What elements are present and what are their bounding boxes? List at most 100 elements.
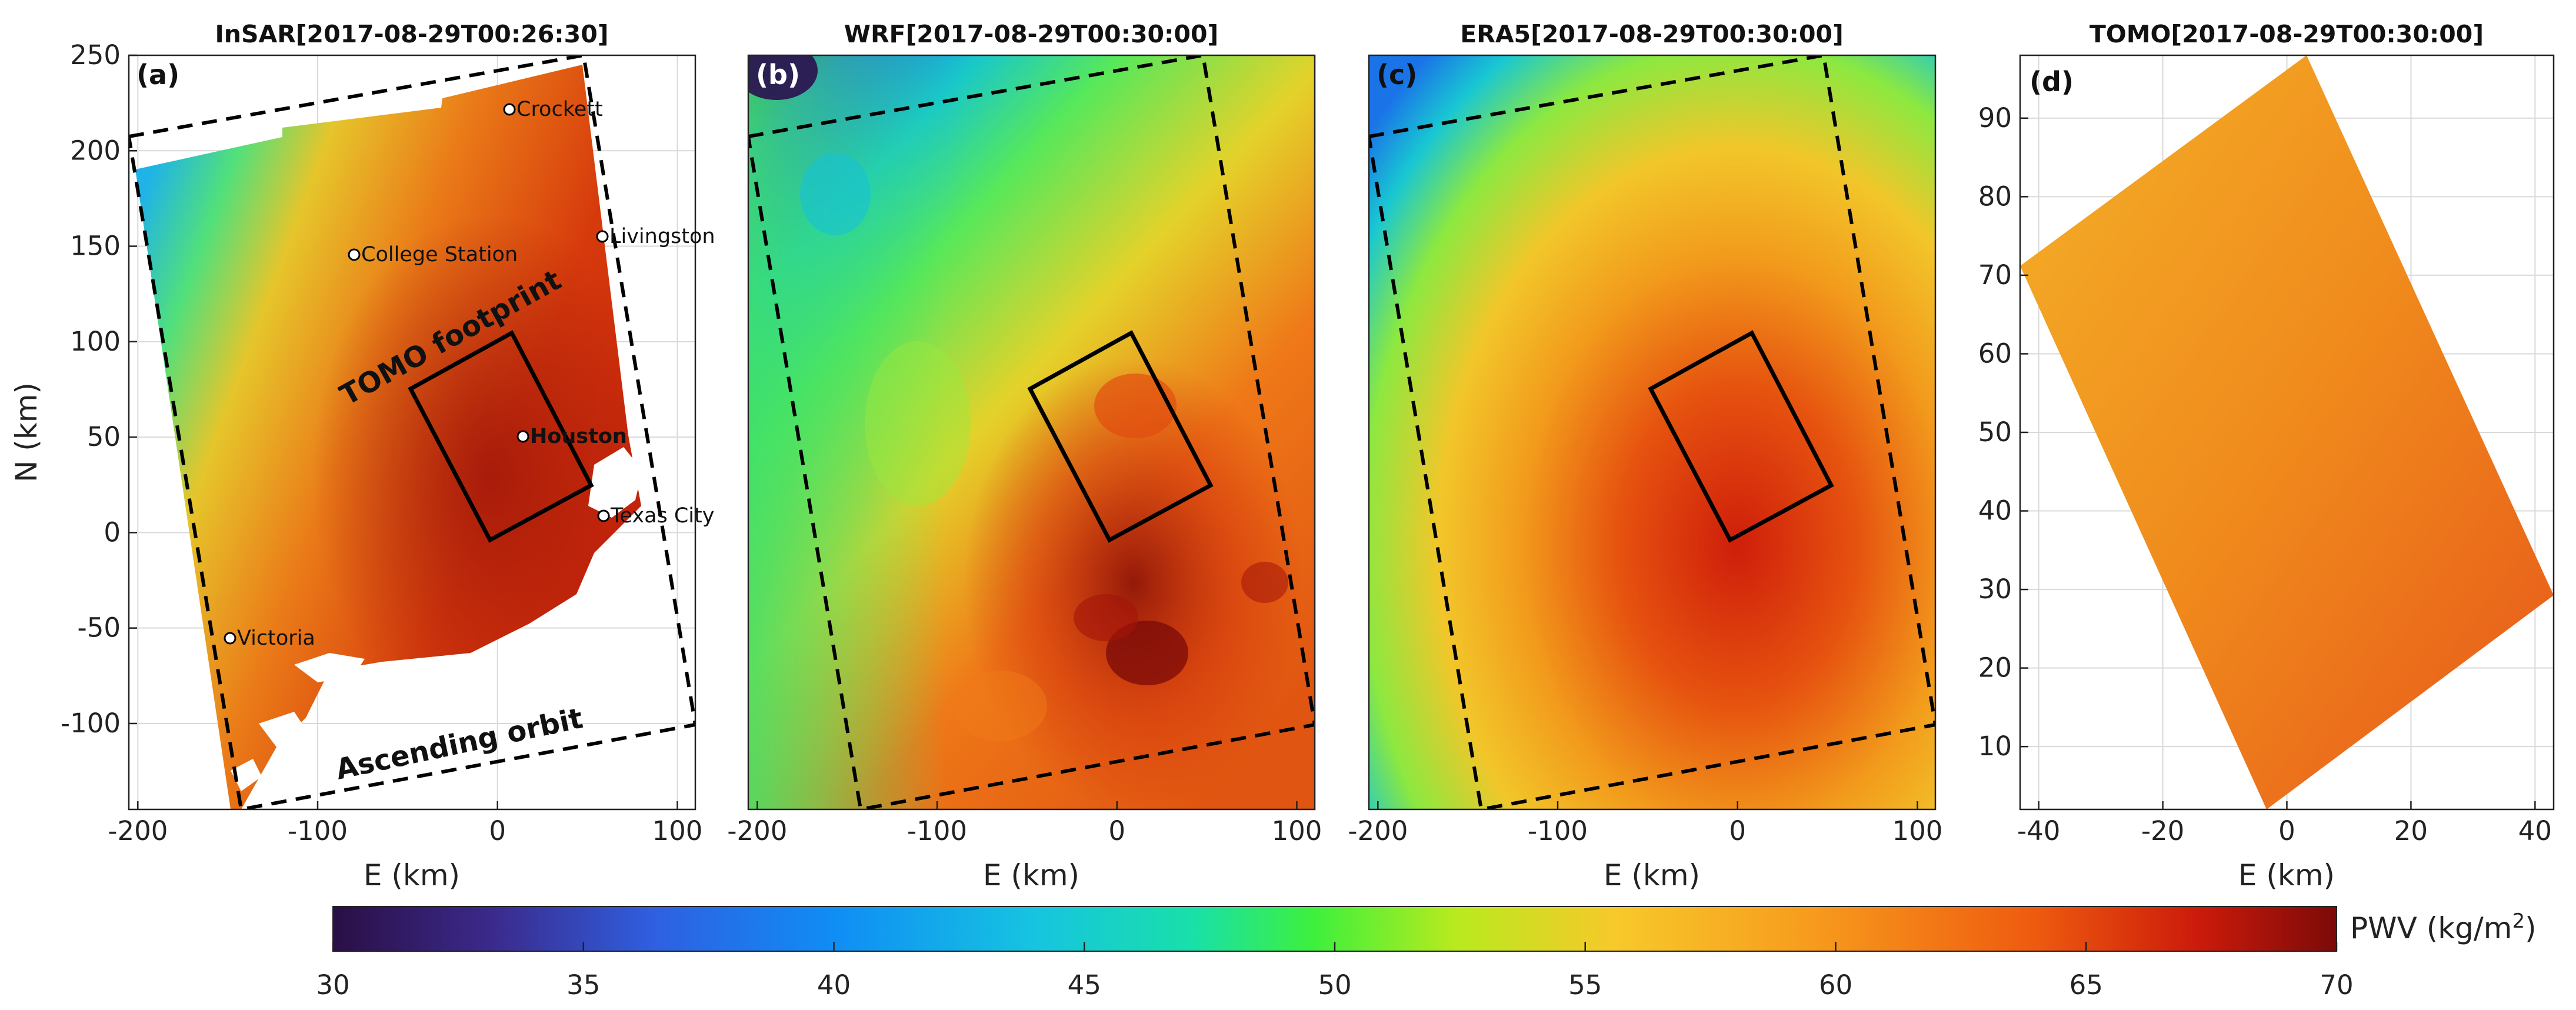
colorbar-label: PWV (kg/m2) [2350,909,2537,945]
panel-a: InSAR[2017-08-29T00:26:30] (a) Crockett … [9,20,715,892]
y-tick-label: 250 [70,39,121,71]
panel-b-orbit-frame [748,55,1315,809]
city-marker-texas-city [597,509,610,522]
x-tick-label: 0 [489,815,506,846]
panel-b-xlabel: E (km) [983,858,1079,892]
x-tick-label: 100 [1892,815,1942,846]
panel-a-yticks: 250 200 150 100 50 0 -50 -100 [61,39,137,739]
ascending-orbit-frame [129,55,695,809]
wrf-blob [1094,374,1177,438]
panel-b-xticks: -200 -100 0 100 [727,801,1322,846]
y-tick-label: 50 [87,421,121,452]
panel-a-frame [128,54,697,811]
x-tick-label: -20 [2141,815,2185,846]
panel-d-xticks: -40 -20 0 20 40 [2017,801,2552,846]
insar-hot-zone [135,65,641,809]
colorbar-ticks: 30 35 40 45 50 55 60 65 70 [316,942,2354,1001]
colorbar-tick-label: 65 [2070,969,2103,1001]
panel-c-frame [1368,54,1937,811]
wrf-blob [748,55,818,100]
colorbar-tick-label: 55 [1568,969,1602,1001]
panel-a-ylabel: N (km) [9,382,44,482]
x-tick-label: 40 [2518,815,2552,846]
galveston-bay [588,447,642,518]
city-label-texas-city: Texas City [610,504,714,528]
city-marker-houston [516,430,529,443]
y-tick-label: 50 [1978,416,2012,448]
panel-c-tomo-footprint [1648,330,1834,543]
coastal-bay-3 [231,759,262,791]
panel-b: WRF[2017-08-29T00:30:00] (b) -200 -100 0 10… [727,20,1322,892]
x-tick-label: -100 [1528,815,1588,846]
x-tick-label: 100 [652,815,702,846]
x-tick-label: 0 [1729,815,1746,846]
panel-c-title: ERA5[2017-08-29T00:30:00] [1460,20,1844,48]
panel-a-xticks: -200 -100 0 100 [108,801,702,846]
wrf-blob [1074,594,1138,641]
y-tick-label: 30 [1978,574,2012,605]
city-label-crockett: Crockett [516,98,603,121]
city-label-houston: Houston [530,425,627,448]
ascending-orbit-label: Ascending orbit [333,702,586,786]
y-tick-label: 20 [1978,652,2012,684]
y-tick-label: 10 [1978,731,2012,762]
panel-d-yticks: 90 80 70 60 50 40 30 20 10 [1978,102,2028,762]
panel-c-xticks: -200 -100 0 100 [1348,801,1942,846]
city-marker-college-station [348,248,361,261]
panel-b-label: (b) [756,59,800,91]
tomo-field [2020,55,2554,809]
city-markers: Crockett Livingston College Station Hous… [224,98,715,650]
colorbar-tick-label: 50 [1318,969,1351,1001]
y-tick-label: 70 [1978,259,2012,291]
panel-c-orbit-frame [1369,55,1935,809]
x-tick-label: -100 [288,815,348,846]
colorbar-tick-label: 40 [817,969,851,1001]
coastal-bay-2 [259,712,306,747]
panel-a-title: InSAR[2017-08-29T00:26:30] [215,20,609,48]
panel-c: ERA5[2017-08-29T00:30:00] (c) -200 -100 0 1… [1348,20,1942,892]
colorbar-tick-label: 35 [566,969,600,1001]
y-tick-label: 200 [70,135,121,166]
x-tick-label: -100 [907,815,967,846]
x-tick-label: -200 [108,815,168,846]
colorbar-label-sup: 2 [2512,909,2525,933]
city-marker-victoria [224,632,236,645]
x-tick-label: -200 [727,815,787,846]
city-label-college-station: College Station [361,243,518,266]
x-tick-label: -200 [1348,815,1408,846]
wrf-blob [1241,562,1288,603]
panel-d-title: TOMO[2017-08-29T00:30:00] [2090,20,2484,48]
city-marker-crockett [503,103,516,116]
panel-d-xlabel: E (km) [2238,858,2335,892]
tomo-footprint [408,330,594,543]
wrf-blob [953,671,1047,741]
panel-d: TOMO[2017-08-29T00:30:00] (d) -40 -20 0 20 4… [1978,20,2555,892]
y-tick-label: -50 [78,612,121,644]
colorbar: 30 35 40 45 50 55 60 65 70 PWV (kg/m2) [316,906,2537,1001]
y-tick-label: 100 [70,326,121,357]
colorbar-tick-label: 45 [1068,969,1101,1001]
panel-c-xlabel: E (km) [1604,858,1700,892]
panel-a-xlabel: E (km) [364,858,460,892]
y-tick-label: 40 [1978,495,2012,526]
x-tick-label: 20 [2394,815,2428,846]
panel-b-title: WRF[2017-08-29T00:30:00] [844,20,1218,48]
y-tick-label: 0 [104,516,121,548]
panel-b-tomo-footprint [1027,330,1214,543]
colorbar-label-text: PWV (kg/m [2350,911,2512,945]
panel-b-frame [747,54,1316,811]
colorbar-tick-label: 30 [316,969,349,1001]
coastal-bay [294,653,365,682]
y-tick-label: -100 [61,708,121,739]
city-label-victoria: Victoria [237,626,315,650]
x-tick-label: 0 [1108,815,1125,846]
y-tick-label: 60 [1978,338,2012,369]
x-tick-label: 0 [2278,815,2295,846]
era5-field [1369,55,1935,809]
city-label-livingston: Livingston [609,225,715,248]
x-tick-label: 100 [1271,815,1322,846]
panel-c-label: (c) [1377,59,1417,91]
colorbar-tick-label: 70 [2320,969,2353,1001]
panel-d-label: (d) [2030,66,2074,98]
